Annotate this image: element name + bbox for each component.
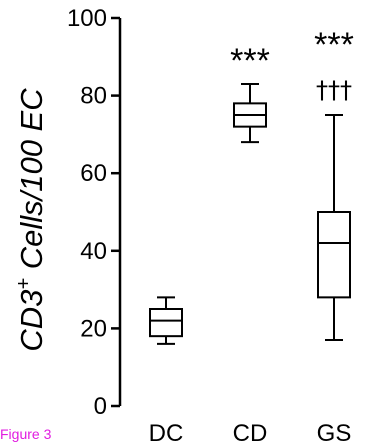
significance-mark: *** — [314, 26, 354, 64]
y-tick-label: 60 — [80, 160, 107, 187]
y-axis-title: CD3+ Cells/100 EC — [13, 88, 49, 352]
y-tick-label: 100 — [67, 5, 107, 32]
significance-mark-secondary: ††† — [316, 76, 352, 104]
box-dc — [149, 296, 183, 345]
iqr-box — [317, 211, 351, 299]
boxes-layer: *** *** ††† — [149, 26, 354, 345]
y-axis-title-rest: Cells/100 EC — [14, 88, 49, 278]
y-axis-title-superscript: + — [13, 278, 35, 290]
y-axis-title-main: CD3 — [14, 290, 49, 352]
figure-caption: Figure 3 — [0, 426, 52, 442]
x-tick-label: GS — [317, 420, 352, 445]
y-tick-label: 40 — [80, 238, 107, 265]
x-tick-label: DC — [149, 420, 184, 445]
significance-mark: *** — [230, 42, 270, 80]
x-axis-labels: DC CD GS — [149, 420, 352, 445]
box-gs: *** ††† — [314, 26, 354, 342]
y-axis: 0 20 40 60 80 100 — [67, 5, 122, 420]
y-axis-label: CD3+ Cells/100 EC — [13, 88, 49, 352]
iqr-box — [149, 308, 183, 338]
y-tick-label: 80 — [80, 83, 107, 110]
y-tick-label: 0 — [94, 393, 107, 420]
x-tick-label: CD — [233, 420, 268, 445]
y-tick-label: 20 — [80, 315, 107, 342]
box-cd: *** — [230, 42, 270, 144]
